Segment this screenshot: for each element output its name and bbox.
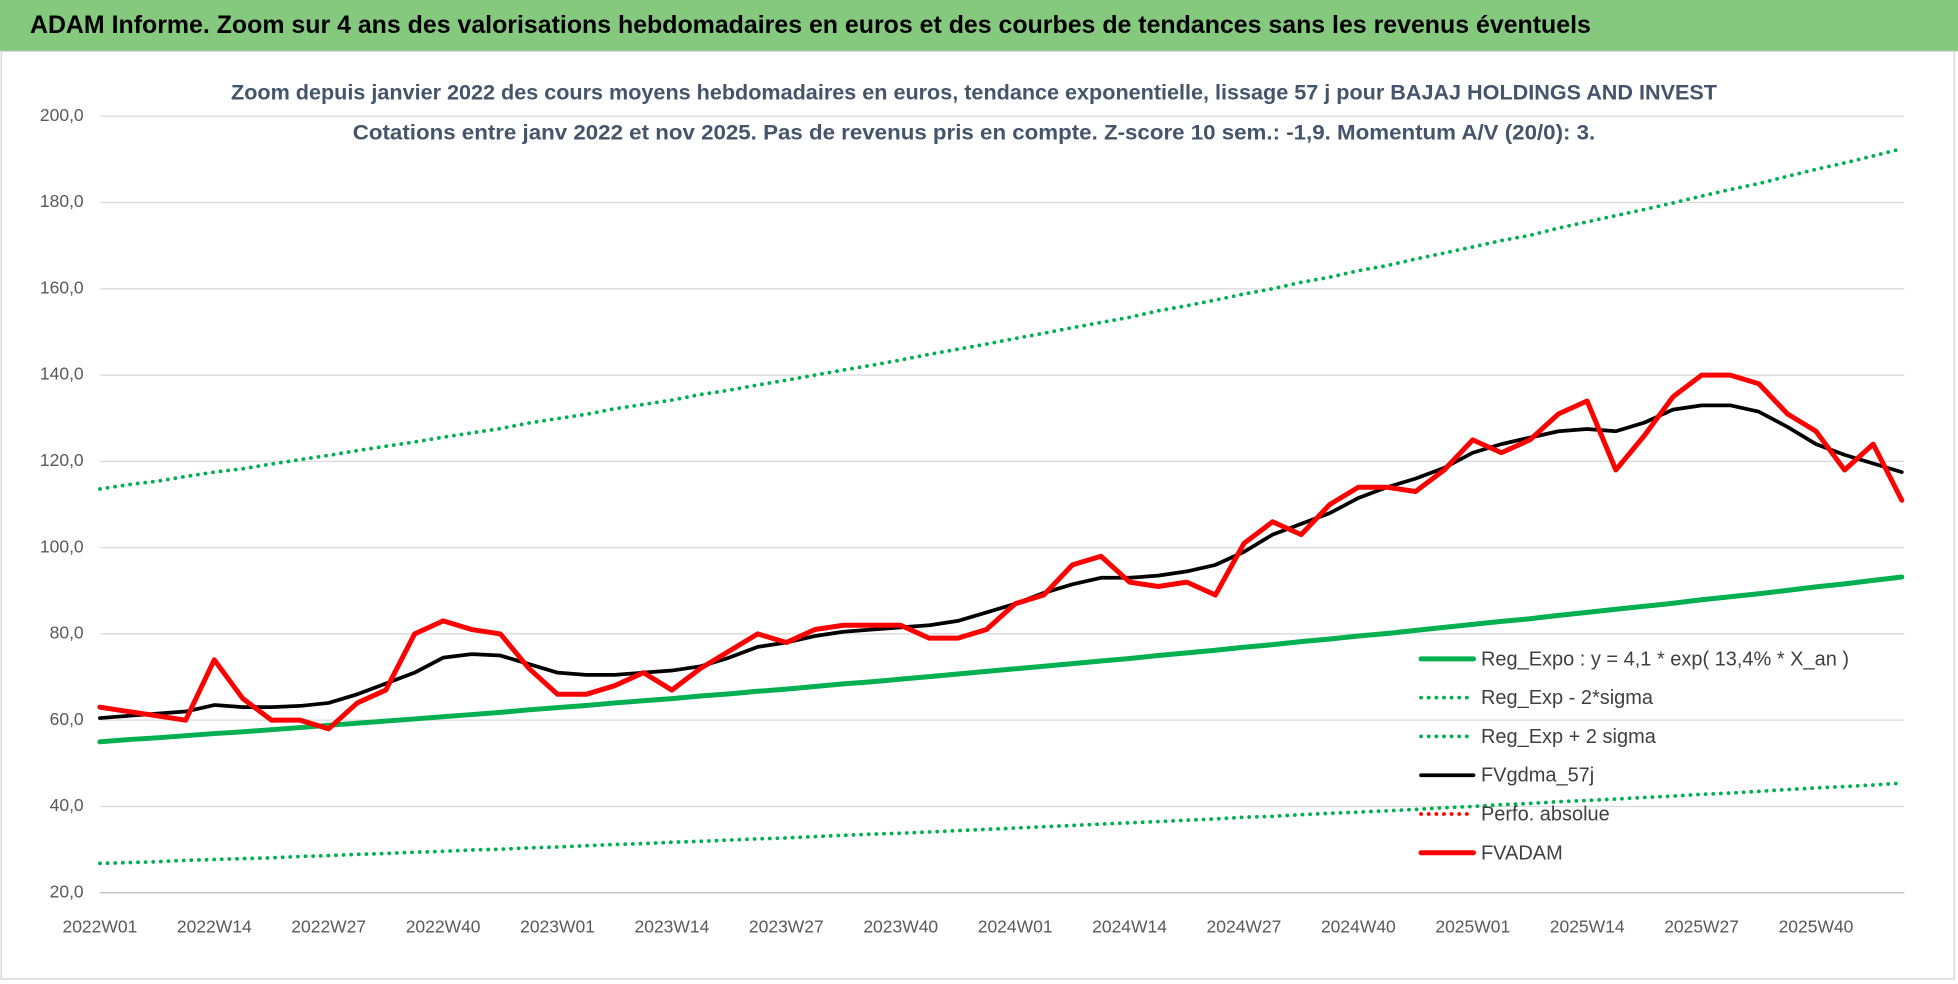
x-tick-label: 2025W40 (1779, 916, 1854, 936)
legend-label: Perfo. absolue (1481, 803, 1610, 825)
x-tick-label: 2025W14 (1550, 916, 1625, 936)
x-tick-label: 2022W14 (177, 916, 252, 936)
legend-label: FVgdma_57j (1481, 765, 1594, 787)
y-tick-label: 200,0 (40, 105, 84, 125)
x-tick-label: 2025W01 (1435, 916, 1510, 936)
series-line (97, 574, 1905, 745)
y-tick-label: 80,0 (50, 623, 84, 643)
x-tick-label: 2023W27 (749, 916, 824, 936)
chart-subtitle: Zoom depuis janvier 2022 des cours moyen… (231, 80, 1717, 104)
y-tick-label: 180,0 (40, 191, 84, 211)
y-tick-label: 120,0 (40, 450, 84, 470)
x-tick-label: 2024W40 (1321, 916, 1396, 936)
header-band (0, 0, 1958, 52)
legend-label: Reg_Expo : y = 4,1 * exp( 13,4% * X_an ) (1481, 648, 1849, 670)
x-tick-label: 2023W40 (863, 916, 938, 936)
y-tick-label: 20,0 (50, 881, 84, 901)
x-tick-label: 2022W01 (62, 916, 137, 936)
series-line (97, 372, 1905, 732)
chart-title: ADAM Informe. Zoom sur 4 ans des valoris… (30, 11, 1591, 39)
x-tick-label: 2022W27 (291, 916, 366, 936)
x-tick-label: 2023W01 (520, 916, 595, 936)
y-tick-label: 140,0 (40, 364, 84, 384)
legend-label: Reg_Exp - 2*sigma (1481, 687, 1654, 709)
series-line (98, 146, 1904, 491)
y-tick-label: 60,0 (50, 709, 84, 729)
y-tick-label: 40,0 (50, 795, 84, 815)
y-tick-label: 100,0 (40, 536, 84, 556)
x-tick-label: 2023W14 (635, 916, 710, 936)
x-tick-label: 2024W27 (1207, 916, 1282, 936)
legend-label: FVADAM (1481, 842, 1563, 864)
x-tick-label: 2024W01 (978, 916, 1053, 936)
chart-subtitle: Cotations entre janv 2022 et nov 2025. P… (353, 120, 1595, 144)
x-tick-label: 2024W14 (1092, 916, 1167, 936)
x-tick-label: 2022W40 (406, 916, 481, 936)
y-tick-label: 160,0 (40, 277, 84, 297)
x-tick-label: 2025W27 (1664, 916, 1739, 936)
chart-frame (0, 50, 1955, 980)
legend-label: Reg_Exp + 2 sigma (1481, 726, 1657, 748)
